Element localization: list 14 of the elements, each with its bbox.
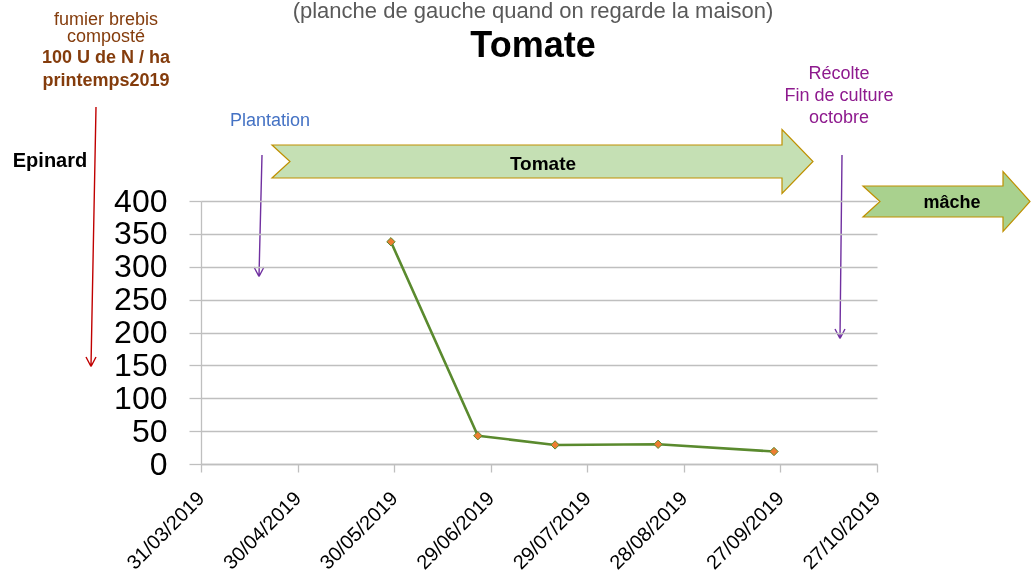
text: mâche — [923, 192, 981, 212]
chart-subtitle: (planche de gauche quand on regarde la maison) — [292, 0, 774, 23]
chart-title: Tomate — [470, 24, 596, 65]
point — [653, 439, 663, 449]
point — [769, 446, 779, 457]
point — [473, 431, 483, 441]
text: Epinard — [12, 149, 88, 171]
text: Tomate — [509, 153, 577, 174]
point — [386, 237, 396, 247]
point — [550, 440, 560, 450]
text: fumier brebis composté — [53, 9, 159, 46]
text: 100 U de N / ha printemps2019 — [41, 47, 172, 90]
text: Plantation — [229, 110, 311, 130]
text: Récolte Fin de culture octobre — [784, 63, 894, 127]
